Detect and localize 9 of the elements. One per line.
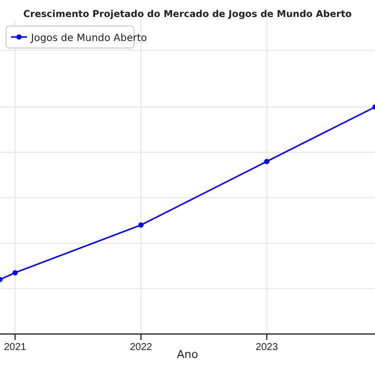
chart-title: Crescimento Projetado do Mercado de Jogos de Mundo Aberto [23,9,352,20]
point [138,222,144,228]
point [12,270,18,276]
x-axis-title: Ano [176,348,198,361]
legend-label: Jogos de Mundo Aberto [30,33,148,44]
point [264,158,270,164]
x-tick-label: 2021 [4,342,27,354]
x-tick-label: 2023 [256,342,278,354]
x-tick-label: 2022 [130,342,152,354]
